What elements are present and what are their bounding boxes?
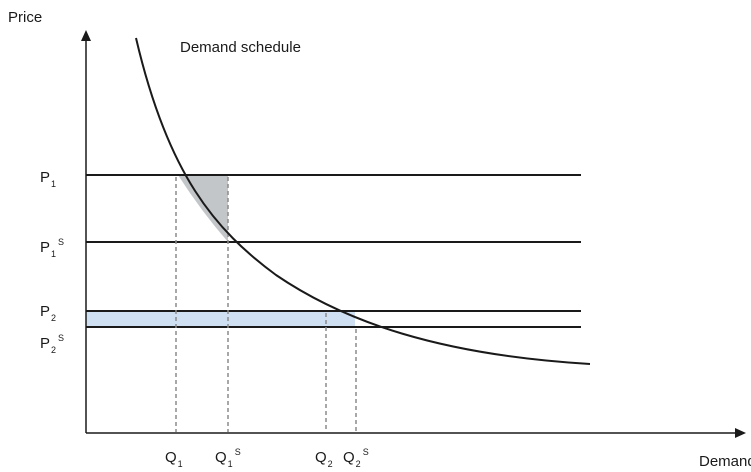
quantity-dashed-lines bbox=[175, 177, 357, 432]
x-axis-arrow bbox=[735, 428, 746, 438]
quantity-label-q2s: Q2S bbox=[343, 447, 369, 469]
price-label-p2: P2 bbox=[40, 303, 56, 323]
price-label-p2s: P2S bbox=[40, 333, 64, 355]
shaded-band-area bbox=[86, 311, 355, 327]
quantity-label-q1: Q1 bbox=[165, 449, 183, 469]
price-label-p1s: P1S bbox=[40, 237, 64, 259]
shaded-triangle-area bbox=[178, 175, 228, 242]
curve-label: Demand schedule bbox=[180, 39, 301, 56]
axes bbox=[81, 30, 746, 438]
y-axis-arrow bbox=[81, 30, 91, 41]
price-label-p1: P1 bbox=[40, 169, 56, 189]
y-axis-label: Price bbox=[8, 9, 42, 26]
demand-curve bbox=[135, 37, 591, 365]
price-lines bbox=[86, 174, 581, 328]
x-axis-label: Demand bbox=[699, 453, 751, 470]
quantity-label-q2: Q2 bbox=[315, 449, 333, 469]
quantity-label-q1s: Q1S bbox=[215, 447, 241, 469]
